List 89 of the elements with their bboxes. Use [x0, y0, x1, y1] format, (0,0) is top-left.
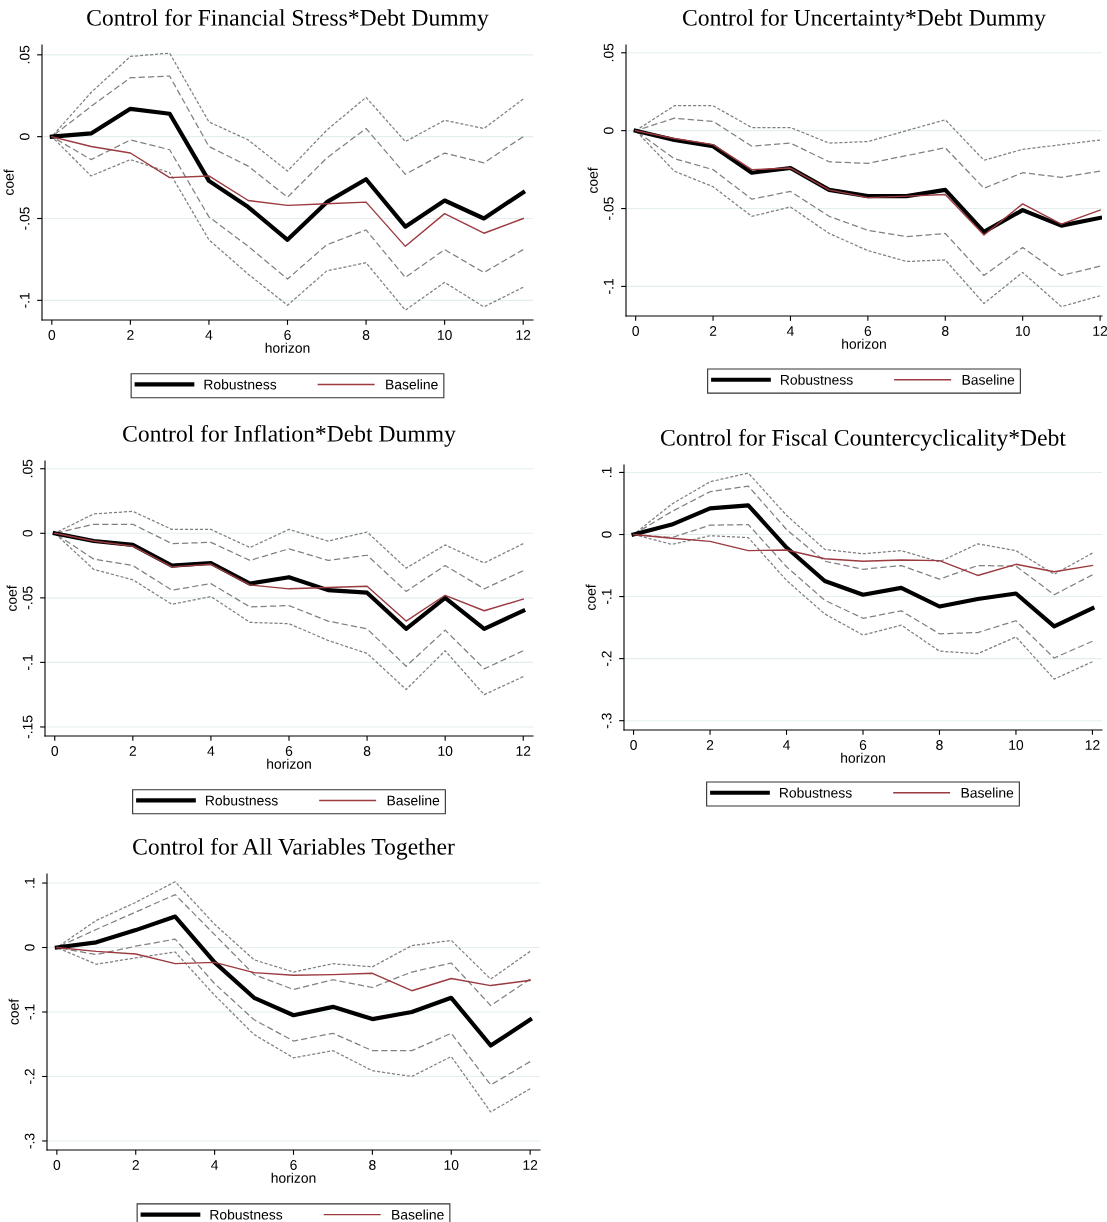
y-tick-label: -.05 — [22, 586, 33, 610]
x-tick-label: 6 — [864, 326, 872, 336]
legend-label: Baseline — [961, 787, 1014, 798]
legend-label: Robustness — [204, 379, 277, 390]
x-tick-label: 0 — [632, 326, 639, 336]
y-tick-label: -.1 — [19, 292, 30, 308]
x-tick-label: 0 — [53, 1160, 61, 1170]
legend-label: Robustness — [781, 374, 853, 385]
x-tick-label: 12 — [516, 330, 531, 340]
x-tick-label: 12 — [1085, 740, 1100, 750]
legend-label: Baseline — [962, 374, 1015, 385]
legend-label: Baseline — [387, 795, 440, 806]
x-tick-label: 4 — [782, 740, 790, 750]
y-tick-label: -.1 — [603, 278, 614, 294]
x-tick-label: 8 — [362, 330, 370, 340]
line-series — [54, 914, 533, 1048]
y-tick-label: 0 — [22, 529, 33, 537]
y-tick-label: .1 — [601, 467, 612, 477]
y-tick-label: 0 — [603, 127, 614, 134]
y-tick-label: -.15 — [22, 715, 33, 739]
y-axis-title: coef — [6, 585, 17, 612]
x-tick-label: 10 — [1016, 326, 1030, 336]
x-tick-label: 12 — [516, 746, 531, 756]
y-tick-label: -.05 — [603, 197, 614, 220]
chart-title: Control for Uncertainty*Debt Dummy — [683, 8, 1046, 31]
x-tick-label: 0 — [48, 330, 56, 340]
y-tick-label: .05 — [603, 43, 614, 62]
x-axis-title: horizon — [841, 752, 885, 763]
x-tick-label: 2 — [127, 330, 134, 340]
line-series — [49, 106, 526, 242]
chart-title: Control for Inflation*Debt Dummy — [123, 424, 456, 447]
legend-label: Baseline — [392, 1209, 444, 1220]
chart-title: Control for Financial Stress*Debt Dummy — [87, 8, 489, 31]
y-tick-label: .1 — [24, 877, 35, 888]
x-tick-label: 2 — [132, 1160, 139, 1170]
x-tick-label: 8 — [369, 1160, 376, 1170]
legend-label: Robustness — [206, 795, 278, 806]
x-tick-label: 2 — [706, 740, 714, 750]
y-tick-label: 0 — [24, 944, 35, 951]
line-series — [56, 946, 531, 992]
x-tick-label: 4 — [786, 326, 794, 336]
x-axis-title: horizon — [267, 758, 311, 769]
x-tick-label: 4 — [207, 746, 215, 756]
x-tick-label: 8 — [363, 746, 371, 756]
x-tick-label: 8 — [942, 326, 949, 336]
chart-title: Control for All Variables Together — [133, 837, 455, 860]
y-axis-title: coef — [3, 169, 14, 196]
y-tick-label: -.2 — [24, 1069, 35, 1084]
y-tick-label: -.1 — [22, 654, 33, 670]
x-tick-label: 6 — [284, 330, 291, 340]
y-tick-label: .05 — [22, 459, 33, 478]
legend-label: Baseline — [386, 379, 438, 390]
y-axis-title: coef — [585, 584, 596, 611]
x-tick-label: 6 — [285, 746, 293, 756]
x-tick-label: 4 — [211, 1160, 219, 1170]
x-tick-label: 10 — [1009, 740, 1024, 750]
y-tick-label: -.05 — [19, 207, 30, 230]
x-tick-label: 12 — [523, 1160, 538, 1170]
y-axis-title: coef — [587, 167, 598, 194]
x-tick-label: 8 — [936, 740, 943, 750]
x-tick-label: 10 — [438, 746, 453, 756]
x-tick-label: 10 — [444, 1160, 459, 1170]
x-axis-title: horizon — [265, 342, 310, 353]
line-series — [51, 135, 524, 248]
x-tick-label: 6 — [859, 740, 867, 750]
x-tick-label: 6 — [290, 1160, 297, 1170]
x-axis-title: horizon — [842, 338, 886, 349]
legend-label: Robustness — [780, 787, 852, 798]
x-tick-label: 2 — [709, 326, 717, 336]
y-tick-label: 0 — [601, 531, 612, 538]
x-tick-label: 12 — [1093, 326, 1107, 336]
x-tick-label: 0 — [51, 746, 59, 756]
legend-label: Robustness — [210, 1209, 283, 1220]
y-tick-label: -.2 — [601, 651, 612, 667]
chart-title: Control for Fiscal Countercyclicality*Debt — [661, 428, 1066, 451]
x-tick-label: 0 — [630, 740, 637, 750]
y-tick-label: .05 — [19, 45, 30, 64]
y-tick-label: -.3 — [24, 1133, 35, 1149]
y-tick-label: 0 — [19, 133, 30, 140]
y-tick-label: -.1 — [601, 589, 612, 605]
x-axis-title: horizon — [271, 1172, 316, 1183]
x-tick-label: 2 — [129, 746, 137, 756]
y-axis-title: coef — [8, 998, 19, 1025]
line-series — [632, 533, 1094, 577]
line-series — [631, 503, 1095, 629]
y-tick-label: -.3 — [601, 713, 612, 729]
x-tick-label: 4 — [205, 330, 213, 340]
y-tick-label: -.1 — [24, 1004, 35, 1020]
x-tick-label: 10 — [437, 330, 452, 340]
